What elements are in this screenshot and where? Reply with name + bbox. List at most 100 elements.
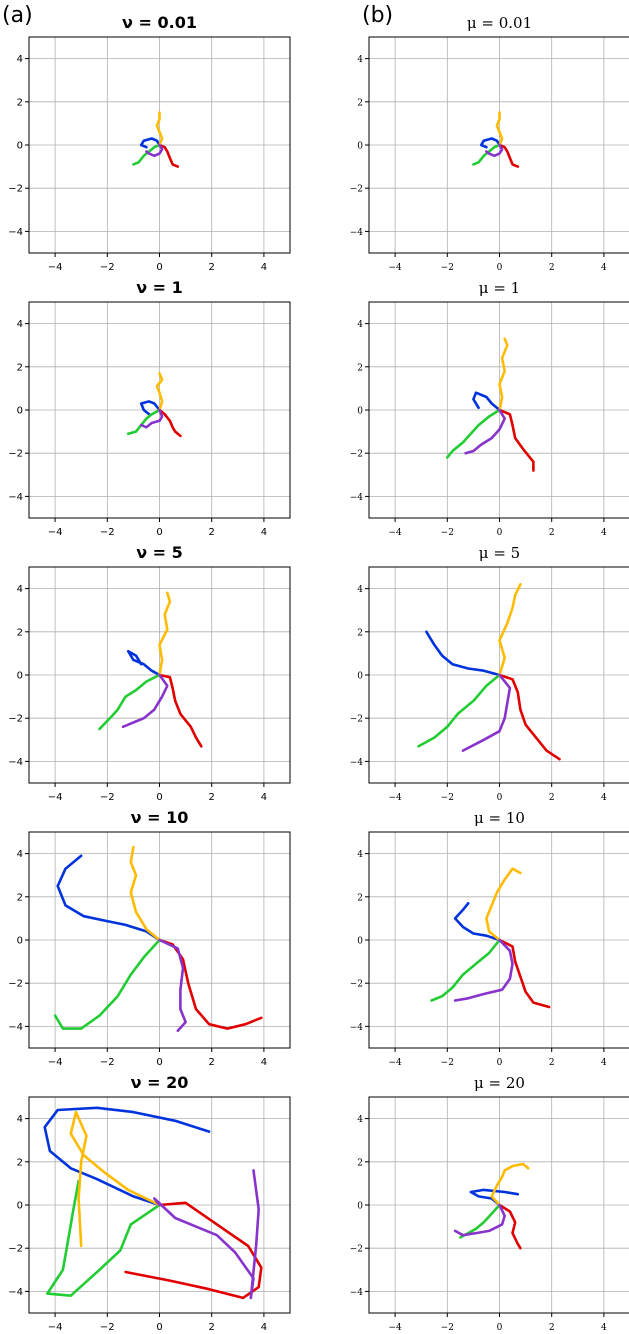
chart-panel-a-5: −4 −2 0 2 4 −4 −2 0 2 4 ν = 20 [8, 1073, 290, 1333]
x-tick-label: 0 [497, 1058, 503, 1068]
y-tick-label: −4 [8, 1287, 23, 1298]
chart-panel-b-1: −4 −2 0 2 4−4−2024μ = 0.01 [350, 14, 629, 273]
y-tick-label: −2 [350, 450, 363, 460]
y-tick-label: −2 [8, 184, 23, 195]
y-tick-label: −2 [350, 185, 363, 195]
x-tick-label: 0 [497, 1323, 503, 1333]
y-tick-label: 4 [17, 849, 23, 860]
x-tick-label: −2 [100, 1057, 115, 1068]
trajectory-purple [141, 410, 162, 427]
y-tick-label: 0 [17, 671, 23, 682]
y-tick-label: 0 [357, 1202, 363, 1212]
chart-title: μ = 5 [479, 544, 520, 562]
trajectory-green [419, 675, 500, 746]
chart-panel-b-3: −4 −2 0 2 4 −4 −2 0 2 4 μ = 5 [350, 544, 629, 803]
x-tick-label: −2 [100, 262, 115, 273]
x-tick-label: 0 [156, 527, 162, 538]
y-tick-label: −4 [350, 1288, 364, 1298]
y-tick-label: −2 [8, 714, 23, 725]
y-tick-label: −2 [8, 979, 23, 990]
y-tick-label: −4 [8, 757, 23, 768]
chart-title: μ = 1 [479, 279, 520, 297]
trajectory-purple [455, 1205, 505, 1235]
x-tick-label: 2 [549, 1058, 555, 1068]
y-tick-label: −4 [8, 492, 23, 503]
trajectory-red [126, 1203, 262, 1298]
trajectory-purple [160, 940, 186, 1031]
y-tick-label: 2 [357, 628, 363, 638]
y-tick-label: −4 [350, 758, 364, 768]
chart-title: ν = 5 [136, 543, 183, 562]
y-tick-label: −4 [350, 493, 364, 503]
y-tick-label: 2 [17, 627, 23, 638]
x-tick-label: −2 [100, 527, 115, 538]
x-tick-label: 0 [497, 263, 503, 273]
x-tick-label: −2 [441, 793, 454, 803]
chart-title: ν = 10 [131, 808, 189, 827]
y-tick-label: −2 [8, 449, 23, 460]
y-tick-label: 4 [17, 319, 23, 330]
chart-panel-a-1: −4 −2 0 2 4 −4 −2 0 2 4 ν = 0.01 [8, 13, 290, 273]
x-tick-label: 4 [601, 263, 607, 273]
x-tick-label: 4 [601, 793, 607, 803]
chart-panel-b-4: −4 −2 0 2 4−4−2024μ = 10 [350, 809, 629, 1068]
x-tick-label: −4 [388, 263, 402, 273]
y-tick-label: 0 [357, 142, 363, 152]
y-tick-label: 4 [357, 585, 363, 595]
x-tick-label: −2 [441, 263, 454, 273]
trajectory-yellow [500, 339, 508, 410]
x-tick-label: −4 [388, 528, 402, 538]
trajectory-blue [473, 393, 499, 410]
y-tick-label: 4 [17, 54, 23, 65]
trajectory-purple [154, 1170, 258, 1298]
y-tick-label: −4 [350, 228, 364, 238]
x-tick-label: 2 [209, 1057, 215, 1068]
y-tick-label: −2 [350, 1245, 363, 1255]
y-tick-label: 0 [17, 141, 23, 152]
chart-title: μ = 20 [474, 1074, 525, 1092]
y-tick-label: −2 [350, 980, 363, 990]
x-tick-label: −4 [48, 1322, 63, 1333]
trajectory-yellow [492, 1164, 529, 1205]
y-tick-label: −4 [8, 1022, 23, 1033]
y-tick-label: 4 [17, 584, 23, 595]
x-tick-label: 4 [261, 527, 267, 538]
y-tick-label: 0 [17, 936, 23, 947]
x-tick-label: 4 [261, 1322, 267, 1333]
x-tick-label: 0 [497, 528, 503, 538]
chart-title: μ = 10 [474, 809, 525, 827]
x-tick-label: 2 [209, 527, 215, 538]
x-tick-label: −2 [441, 1058, 454, 1068]
y-tick-label: 0 [357, 672, 363, 682]
y-tick-label: −4 [350, 1023, 364, 1033]
y-tick-label: 4 [357, 55, 363, 65]
y-tick-label: 2 [17, 97, 23, 108]
x-tick-label: 2 [209, 792, 215, 803]
panel-label-b: (b) [362, 3, 393, 28]
trajectory-yellow [500, 584, 521, 675]
x-tick-label: 2 [209, 262, 215, 273]
y-tick-label: 2 [357, 363, 363, 373]
x-tick-label: 2 [549, 793, 555, 803]
x-tick-label: −2 [100, 1322, 115, 1333]
x-tick-label: 4 [261, 1057, 267, 1068]
trajectory-blue [426, 632, 499, 675]
chart-title: ν = 20 [131, 1073, 189, 1092]
x-tick-label: −4 [388, 1058, 402, 1068]
x-tick-label: −4 [388, 1323, 402, 1333]
trajectory-blue [128, 651, 159, 675]
x-tick-label: 4 [601, 528, 607, 538]
x-tick-label: −2 [441, 1323, 454, 1333]
trajectory-purple [455, 940, 512, 1001]
x-tick-label: 4 [601, 1323, 607, 1333]
y-tick-label: 0 [357, 407, 363, 417]
x-tick-label: −4 [48, 262, 63, 273]
trajectory-yellow [131, 847, 160, 940]
x-tick-label: 0 [156, 262, 162, 273]
x-tick-label: 4 [261, 792, 267, 803]
panel-label-a: (a) [2, 3, 33, 28]
x-tick-label: 4 [601, 1058, 607, 1068]
y-tick-label: 4 [357, 850, 363, 860]
x-tick-label: −4 [48, 527, 63, 538]
x-tick-label: 0 [156, 1057, 162, 1068]
